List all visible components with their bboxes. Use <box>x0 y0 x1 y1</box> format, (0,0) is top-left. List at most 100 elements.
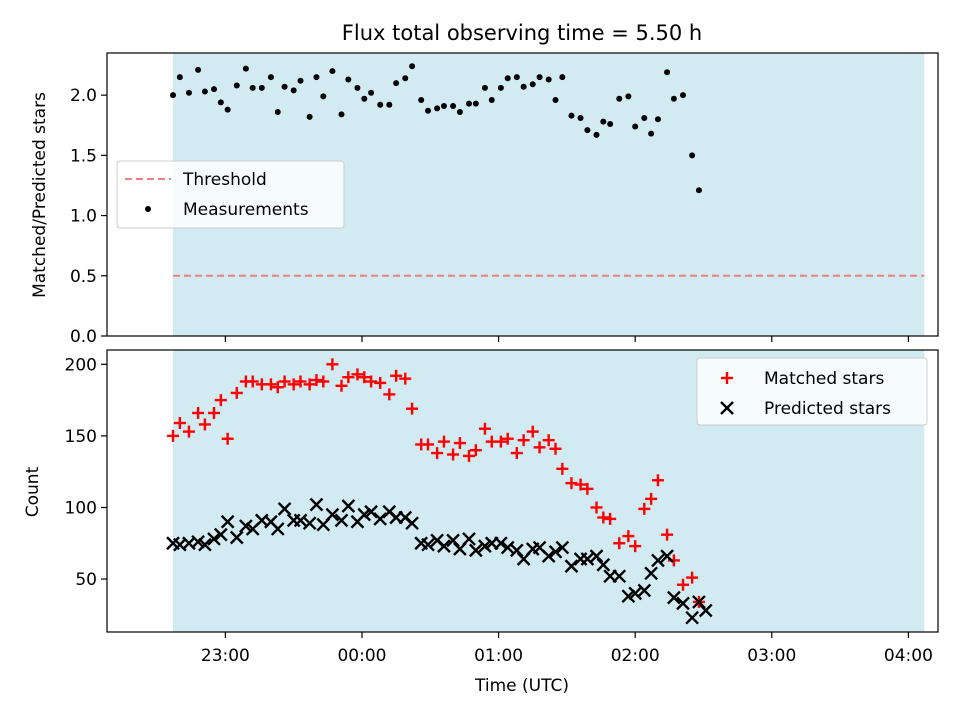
measurement-point <box>450 102 457 109</box>
count-x-ticks: 23:00 00:00 01:00 02:00 03:00 04:00 <box>201 632 933 666</box>
predicted-point <box>628 586 643 601</box>
matched-point <box>556 462 569 475</box>
ratio-x-ticks <box>224 336 910 342</box>
measurement-point <box>281 83 288 90</box>
measurement-point <box>670 95 677 102</box>
matched-point <box>462 449 475 462</box>
predicted-point <box>341 499 356 513</box>
y-tick-label: 0.5 <box>70 267 97 287</box>
measurement-point <box>313 74 320 81</box>
measurement-point <box>338 111 345 118</box>
count-marks <box>166 358 713 625</box>
matched-point <box>374 376 387 389</box>
predicted-point <box>541 549 556 563</box>
measurement-point <box>559 74 566 81</box>
matched-point <box>517 434 530 447</box>
measurement-point <box>552 96 559 103</box>
matched-point <box>198 418 211 431</box>
predicted-point <box>509 543 524 558</box>
matched-point <box>622 530 635 543</box>
count-y-axis-label: Count <box>23 466 43 517</box>
y-tick-label: 1.5 <box>70 146 97 166</box>
measurement-point <box>176 74 183 81</box>
matched-point <box>287 378 300 391</box>
measurement-point <box>233 82 240 89</box>
matched-point <box>167 429 180 442</box>
matched-point <box>326 358 339 371</box>
ratio-legend-box <box>116 160 345 229</box>
x-tick-label: 23:00 <box>201 646 250 666</box>
matched-point <box>501 432 514 445</box>
predicted-point <box>651 553 665 568</box>
matched-point <box>613 537 626 550</box>
matched-point <box>574 478 587 491</box>
matched-point <box>173 417 186 430</box>
measurement-point <box>497 84 504 91</box>
measurement-point <box>297 77 304 84</box>
measurement-point <box>361 95 368 102</box>
predicted-point <box>468 543 483 558</box>
measurement-point <box>504 75 511 82</box>
predicted-point <box>555 540 570 555</box>
predicted-point <box>494 536 508 551</box>
predicted-point <box>644 566 658 581</box>
matched-point <box>651 474 664 487</box>
matched-point <box>335 379 348 392</box>
x-axis-label: Time (UTC) <box>474 676 569 696</box>
measurement-point <box>329 68 336 75</box>
measurement-point <box>434 105 441 112</box>
matched-point <box>510 447 523 460</box>
predicted-point <box>213 527 228 542</box>
matched-point <box>182 425 195 438</box>
ratio-legend: Threshold Measurements <box>116 160 345 229</box>
predicted-point <box>596 557 611 572</box>
matched-point <box>686 571 699 584</box>
matched-point <box>478 422 491 435</box>
matched-point <box>310 374 323 387</box>
matched-point <box>303 378 316 391</box>
predicted-point <box>405 516 419 531</box>
measurement-point <box>267 74 274 81</box>
matched-point <box>342 371 355 384</box>
predicted-point <box>462 532 476 546</box>
legend-matched-swatch <box>721 372 733 384</box>
measurement-point <box>201 88 208 95</box>
predicted-point <box>334 513 349 528</box>
x-tick-label: 02:00 <box>611 646 660 666</box>
measurement-point <box>320 93 327 100</box>
measurement-point <box>242 65 249 72</box>
measurement-point <box>689 152 696 159</box>
measurement-point <box>641 115 648 122</box>
matched-point <box>526 425 539 438</box>
legend-predicted-label: Predicted stars <box>764 399 891 419</box>
measurement-point <box>680 92 687 99</box>
measurement-point <box>648 130 655 137</box>
matched-point <box>645 492 658 505</box>
predicted-point <box>207 532 221 546</box>
y-tick-label: 2.0 <box>70 86 97 106</box>
matched-point <box>629 540 642 553</box>
matched-point <box>294 375 307 388</box>
matched-point <box>192 406 205 419</box>
matched-point <box>638 502 651 515</box>
y-tick-label: 150 <box>65 427 97 447</box>
predicted-point <box>198 537 212 552</box>
matched-point <box>351 368 364 381</box>
chart-title: Flux total observing time = 5.50 h <box>342 21 702 45</box>
predicted-point <box>548 544 563 559</box>
predicted-point <box>446 533 460 548</box>
measurement-point <box>520 83 527 90</box>
predicted-point <box>667 590 681 605</box>
y-tick-label: 50 <box>75 570 97 590</box>
count-legend: Matched stars Predicted stars <box>696 357 928 426</box>
measurement-point <box>536 74 543 81</box>
predicted-point <box>220 514 235 529</box>
predicted-point <box>364 504 378 519</box>
measurement-point <box>393 80 400 87</box>
x-tick-label: 01:00 <box>474 646 523 666</box>
measurement-point <box>529 81 536 88</box>
matched-point <box>358 371 371 384</box>
matched-point <box>453 437 466 450</box>
measurement-point <box>593 131 600 138</box>
